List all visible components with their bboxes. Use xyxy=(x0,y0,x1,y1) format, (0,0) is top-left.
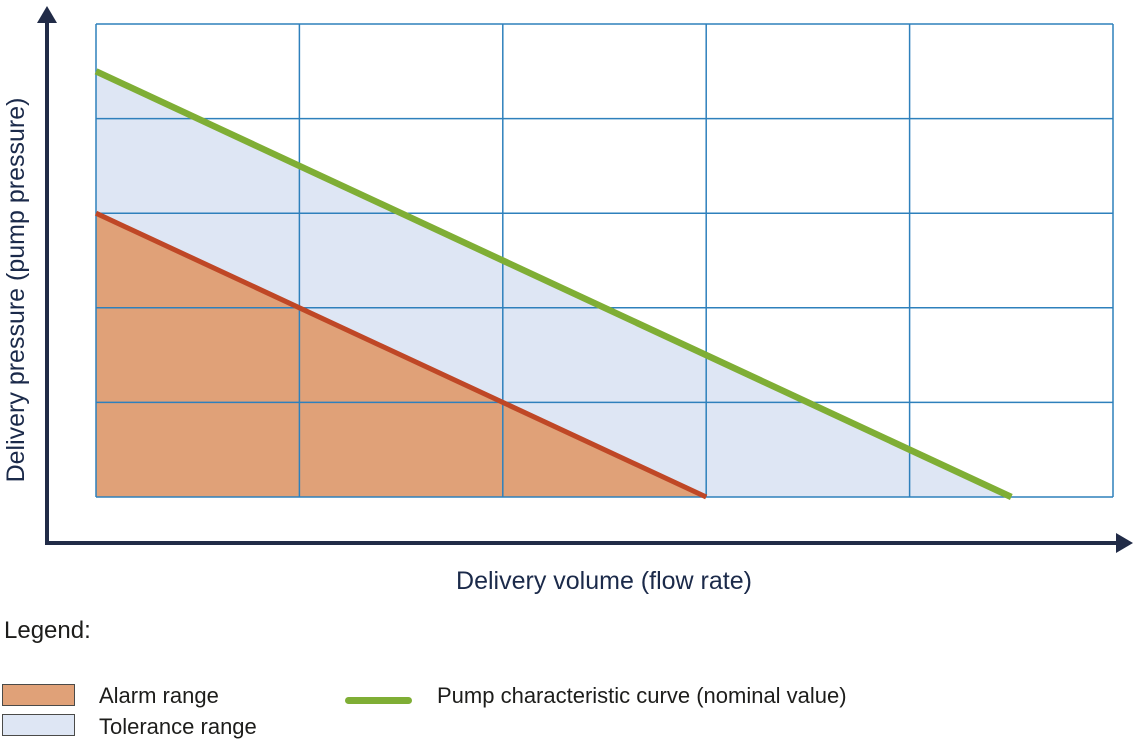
curve xyxy=(94,210,708,500)
x-axis-arrowhead xyxy=(1116,533,1133,553)
alarm-range-label: Alarm range xyxy=(99,683,219,708)
plot-area xyxy=(94,23,1114,500)
curve xyxy=(94,68,1013,500)
alarm-range-swatch xyxy=(2,684,75,706)
legend-title: Legend: xyxy=(4,617,91,644)
tolerance-range-label: Tolerance range xyxy=(99,714,257,739)
pump-curve-line-sample xyxy=(345,697,412,704)
pump-curve-label: Pump characteristic curve (nominal value… xyxy=(437,683,847,708)
tolerance-range-swatch xyxy=(2,714,75,736)
y-axis-label: Delivery pressure (pump pressure) xyxy=(2,98,30,483)
pump-curve-chart: Delivery pressure (pump pressure) Delive… xyxy=(2,6,1133,595)
axes xyxy=(37,6,1133,553)
x-axis-label: Delivery volume (flow rate) xyxy=(456,567,752,595)
y-axis-arrowhead xyxy=(37,6,57,23)
